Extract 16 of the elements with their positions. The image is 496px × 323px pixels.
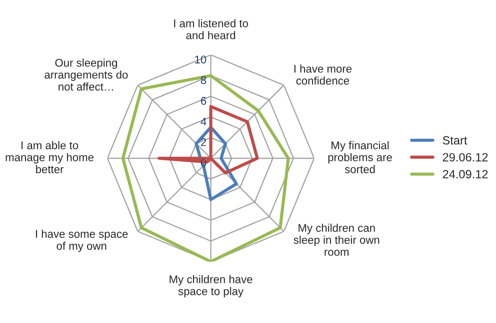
legend-label: 29.06.12 [442, 153, 488, 162]
y-tick-label: 2 [201, 138, 206, 146]
spoke-label: I have more confidence [294, 64, 352, 85]
spoke-label: My children can sleep in their own room [294, 224, 380, 256]
spoke-label: I am able to manage my home better [6, 141, 94, 174]
y-tick-label: 6 [201, 96, 206, 105]
legend-label: 24.09.12 [442, 170, 488, 178]
y-tick-label: 10 [195, 56, 206, 64]
legend-label: Start [442, 136, 468, 145]
y-tick-label: 4 [200, 118, 206, 126]
spoke-label: I have some space of my own [36, 230, 128, 252]
y-tick-label: 8 [200, 76, 206, 84]
spoke-label: My financial problems are sorted [328, 141, 392, 174]
spoke-label: My children have space to play [170, 275, 252, 298]
spoke-label: I am listened to and heard [174, 19, 248, 40]
spoke-label: Our sleeping arrangements do not affect… [44, 58, 128, 91]
